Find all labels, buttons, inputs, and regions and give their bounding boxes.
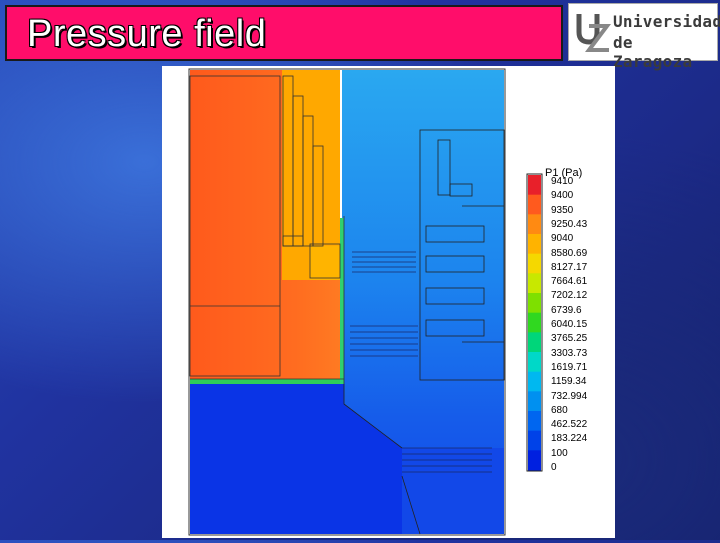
legend-level-label: 7202.12: [551, 290, 588, 302]
university-logo: Universidad de Zaragoza: [568, 3, 720, 71]
legend-swatch: [528, 411, 541, 432]
pressure-field-figure: P1 (Pa) 9410 9400 9350 9250.43 9040 8580.69 81…: [162, 66, 615, 538]
legend-swatch: [528, 332, 541, 353]
legend-swatch: [528, 352, 541, 373]
legend-level-label: 1619.71: [551, 361, 588, 373]
legend-level-label: 9400: [551, 190, 574, 202]
legend-title: P1 (Pa): [545, 167, 583, 179]
legend-level-label: 8127.17: [551, 261, 588, 273]
legend-swatch: [528, 450, 541, 471]
legend-level-label: 7664.61: [551, 276, 588, 288]
legend-level-label: 100: [551, 447, 568, 459]
uz-monogram-icon: [576, 14, 611, 52]
legend-level-label: 3303.73: [551, 347, 588, 359]
legend-swatch: [528, 293, 541, 314]
legend-level-label: 462.522: [551, 419, 588, 431]
legend-level-label: 680: [551, 404, 568, 416]
legend-level-label: 8580.69: [551, 247, 588, 259]
legend-swatch: [528, 175, 541, 196]
pressure-field-plot: [188, 68, 543, 536]
legend-swatch: [528, 371, 541, 392]
legend-colorbar: [526, 173, 543, 472]
title-bar: Pressure field: [5, 5, 563, 61]
legend-swatch: [528, 253, 541, 274]
legend-swatch: [528, 391, 541, 412]
slide-title: Pressure field: [27, 13, 267, 55]
legend-swatch: [528, 214, 541, 235]
legend-level-label: 9040: [551, 233, 574, 245]
legend-swatch: [528, 273, 541, 294]
legend-swatch: [528, 312, 541, 333]
logo-text-line2: de Zaragoza: [613, 33, 693, 71]
legend-swatch: [528, 234, 541, 255]
legend-level-label: 9410: [551, 176, 574, 187]
legend-level-label: 9350: [551, 204, 574, 216]
legend-level-label: 6739.6: [551, 304, 582, 316]
legend-level-label: 1159.34: [551, 376, 587, 388]
logo-text-line1: Universidad: [613, 12, 720, 31]
legend-level-label: 9250.43: [551, 218, 588, 230]
legend-level-label: 6040.15: [551, 319, 588, 330]
legend-level-label: 183.224: [551, 433, 588, 445]
legend-swatch: [528, 194, 541, 215]
lowest-pressure-region: [190, 384, 402, 534]
legend-swatch: [528, 430, 541, 451]
legend-level-label: 3765.25: [551, 333, 588, 345]
legend-level-label: 732.994: [551, 390, 588, 402]
legend-level-label: 0: [551, 462, 557, 473]
